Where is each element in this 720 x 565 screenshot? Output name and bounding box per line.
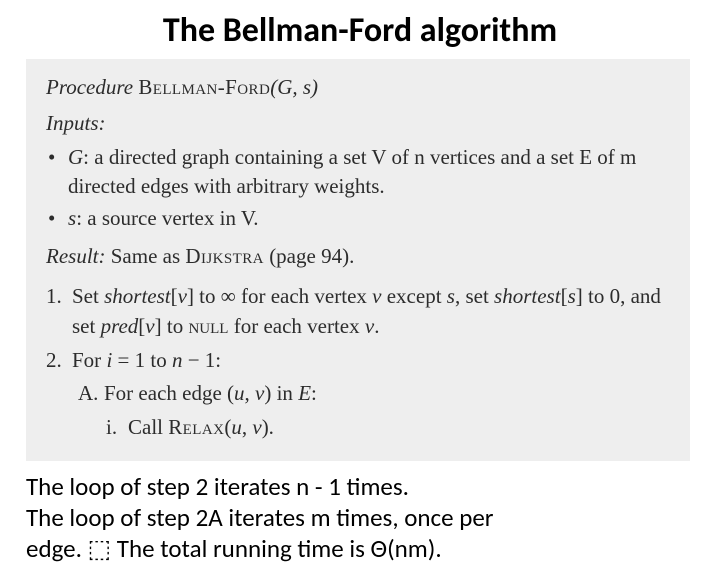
step-2a: A. For each edge (u, v) in E: <box>46 379 670 409</box>
subsub-body: Call Relax(u, v). <box>128 413 274 443</box>
call-word: Call <box>128 415 168 439</box>
step-body: Set shortest[v] to ∞ for each vertex v e… <box>72 282 670 342</box>
result-before: Same as <box>105 244 185 268</box>
procedure-name: Bellman-Ford <box>138 75 270 99</box>
procedure-box: Procedure Bellman-Ford(G, s) Inputs: • G… <box>26 59 690 461</box>
result-smallcaps: Dijkstra <box>185 244 264 268</box>
step-body: For i = 1 to n − 1: <box>72 346 670 376</box>
bullet-text: s: a source vertex in V. <box>68 204 670 234</box>
bullet-marker: • <box>48 204 68 234</box>
bullet-item: • G: a directed graph containing a set V… <box>46 143 670 203</box>
procedure-line: Procedure Bellman-Ford(G, s) <box>46 73 670 103</box>
result-line: Result: Same as Dijkstra (page 94). <box>46 242 670 272</box>
step-1: 1. Set shortest[v] to ∞ for each vertex … <box>46 282 670 342</box>
bullet-var: G <box>68 145 83 169</box>
footer-text: The loop of step 2 iterates n - 1 times.… <box>0 461 720 565</box>
bullet-text: G: a directed graph containing a set V o… <box>68 143 670 203</box>
page-title: The Bellman-Ford algorithm <box>0 0 720 59</box>
subsub-label: i. <box>106 413 128 443</box>
step-2: 2. For i = 1 to n − 1: <box>46 346 670 376</box>
step-number: 1. <box>46 282 72 342</box>
inputs-label: Inputs: <box>46 109 670 139</box>
result-after: (page 94). <box>264 244 354 268</box>
substep-label: A. <box>78 379 104 409</box>
relax-args: (u, v). <box>224 415 274 439</box>
step-number: 2. <box>46 346 72 376</box>
procedure-args: (G, s) <box>270 75 318 99</box>
footer-line-2b: edge. ⬚ The total running time is Θ(nm). <box>26 533 690 564</box>
procedure-word: Procedure <box>46 75 133 99</box>
relax-name: Relax <box>168 415 224 439</box>
bullet-item: • s: a source vertex in V. <box>46 204 670 234</box>
bullet-var: s <box>68 206 76 230</box>
steps-list: 1. Set shortest[v] to ∞ for each vertex … <box>46 282 670 443</box>
bullet-rest: : a directed graph containing a set V of… <box>68 145 636 199</box>
substep-body: For each edge (u, v) in E: <box>104 379 317 409</box>
result-label: Result: <box>46 244 105 268</box>
bullet-rest: : a source vertex in V. <box>76 206 258 230</box>
bullet-marker: • <box>48 143 68 203</box>
footer-line-1: The loop of step 2 iterates n - 1 times. <box>26 471 690 502</box>
step-2a-i: i. Call Relax(u, v). <box>46 413 670 443</box>
footer-line-2a: The loop of step 2A iterates m times, on… <box>26 502 690 533</box>
